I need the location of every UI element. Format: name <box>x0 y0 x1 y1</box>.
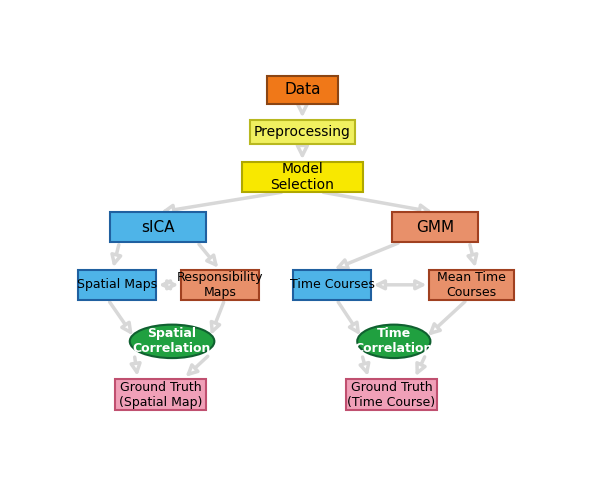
Text: Mean Time
Courses: Mean Time Courses <box>437 271 506 299</box>
Text: Data: Data <box>284 82 320 97</box>
FancyBboxPatch shape <box>250 120 355 144</box>
Ellipse shape <box>130 325 214 358</box>
FancyBboxPatch shape <box>115 379 206 411</box>
Text: Time
Correlation: Time Correlation <box>355 327 433 355</box>
FancyBboxPatch shape <box>267 76 338 103</box>
Text: Ground Truth
(Spatial Map): Ground Truth (Spatial Map) <box>119 381 202 409</box>
FancyBboxPatch shape <box>392 213 478 242</box>
Text: Preprocessing: Preprocessing <box>254 126 351 139</box>
Text: Spatial Maps: Spatial Maps <box>77 278 158 291</box>
FancyBboxPatch shape <box>242 162 363 192</box>
Text: Spatial
Correlation: Spatial Correlation <box>133 327 211 355</box>
FancyBboxPatch shape <box>430 270 514 299</box>
FancyBboxPatch shape <box>110 213 206 242</box>
FancyBboxPatch shape <box>181 270 259 299</box>
Text: Responsibility
Maps: Responsibility Maps <box>177 271 263 299</box>
Text: sICA: sICA <box>142 220 175 235</box>
FancyBboxPatch shape <box>346 379 437 411</box>
FancyBboxPatch shape <box>293 270 371 299</box>
Text: Time Courses: Time Courses <box>290 278 375 291</box>
Text: Ground Truth
(Time Course): Ground Truth (Time Course) <box>348 381 435 409</box>
Text: GMM: GMM <box>416 220 454 235</box>
Text: Model
Selection: Model Selection <box>270 162 335 192</box>
FancyBboxPatch shape <box>78 270 156 299</box>
Ellipse shape <box>358 325 430 358</box>
